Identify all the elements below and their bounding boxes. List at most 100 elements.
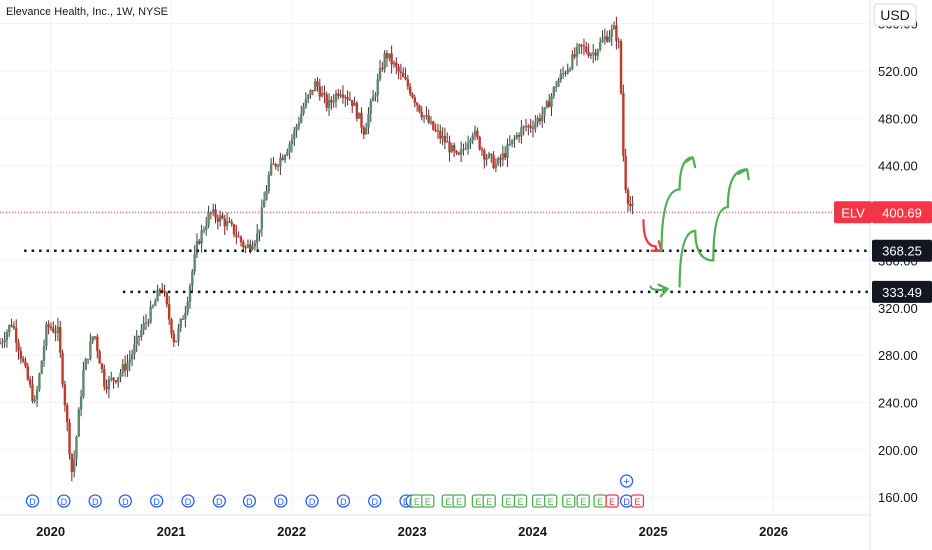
candle-body <box>381 68 384 70</box>
candle-body <box>91 336 94 342</box>
candle-body <box>304 98 308 107</box>
candle-body <box>19 350 23 359</box>
candle-body <box>346 97 349 100</box>
event-marker-label: E <box>425 497 431 507</box>
last-price-label: 400.69 <box>882 205 922 220</box>
arrow-head <box>737 168 750 181</box>
y-tick-label: 440.00 <box>878 159 918 174</box>
candle-body <box>592 52 595 55</box>
candle-body <box>552 86 556 96</box>
candle-body <box>568 68 572 70</box>
candle-body <box>214 209 217 218</box>
candle-body <box>262 200 266 208</box>
dividend-marker <box>149 494 164 508</box>
candle-body <box>77 409 80 437</box>
candle-body <box>399 71 403 73</box>
candle-body <box>575 47 579 57</box>
candle-body <box>79 396 83 410</box>
candle-body <box>478 136 481 150</box>
candle-body <box>497 158 500 165</box>
event-marker-label: E <box>609 497 615 507</box>
candle-body <box>181 318 185 320</box>
event-marker-label: D <box>153 497 160 507</box>
event-marker-label: D <box>216 497 223 507</box>
candle-body <box>128 359 131 363</box>
candle-body <box>351 99 354 106</box>
annotation-arrow <box>642 219 663 253</box>
candle-body <box>137 336 141 338</box>
candle-body <box>383 53 386 70</box>
candle-body <box>195 240 199 255</box>
candle-body <box>147 322 150 324</box>
event-marker-label: D <box>340 497 347 507</box>
dividend-marker <box>88 494 102 508</box>
candle-body <box>1 342 4 344</box>
candle-body <box>550 95 553 108</box>
arrow-head <box>683 156 697 169</box>
event-marker-label: E <box>580 497 586 507</box>
candle-body <box>462 148 465 150</box>
candle-body <box>216 217 220 222</box>
candle-body <box>615 25 618 42</box>
candle-body <box>610 29 613 37</box>
candle-body <box>42 346 46 361</box>
candle-body <box>28 379 32 385</box>
event-marker-label: D <box>92 497 99 507</box>
candle-body <box>269 163 273 175</box>
candle-body <box>327 99 331 108</box>
candle-body <box>198 240 201 244</box>
candle-body <box>253 242 257 247</box>
earnings-marker <box>421 494 435 508</box>
candle-body <box>306 94 310 99</box>
candle-body <box>186 301 189 313</box>
candle-body <box>408 86 412 94</box>
candle-body <box>594 52 597 56</box>
support-price-tag <box>872 280 932 303</box>
candle-body <box>84 359 87 370</box>
candle-body <box>522 126 525 128</box>
candle-body <box>517 135 521 137</box>
candle-body <box>448 141 451 153</box>
candle-body <box>72 458 76 472</box>
candle-body <box>631 203 634 206</box>
dividend-marker <box>242 494 257 508</box>
candle-body <box>256 233 259 243</box>
candle-body <box>587 51 590 56</box>
candle-body <box>193 254 196 272</box>
candle-body <box>332 101 335 103</box>
candle-body <box>15 328 18 343</box>
candle-body <box>561 72 565 74</box>
candle-body <box>170 319 173 334</box>
candle-body <box>267 174 271 191</box>
event-marker-label: D <box>61 497 68 507</box>
candle-body <box>605 36 609 42</box>
candle-body <box>508 143 512 145</box>
candle-body <box>487 153 491 158</box>
candle-body <box>272 163 275 165</box>
candle-body <box>45 324 48 347</box>
candle-body <box>133 344 136 355</box>
candle-body <box>434 129 437 131</box>
candle-body <box>258 229 261 234</box>
currency-label: USD <box>880 7 910 23</box>
candle-body <box>362 127 366 135</box>
dividend-marker <box>57 494 71 508</box>
candle-body <box>293 130 296 140</box>
y-tick-label: 160.00 <box>878 490 918 505</box>
candle-body <box>473 130 477 136</box>
event-marker-label: E <box>445 497 451 507</box>
candle-body <box>536 117 539 123</box>
candle-body <box>96 336 99 352</box>
candle-body <box>142 323 145 331</box>
candle-body <box>207 212 210 226</box>
news-marker-label: + <box>623 476 629 488</box>
candle-body <box>318 86 321 97</box>
candle-body <box>402 72 405 78</box>
candle-body <box>348 99 352 101</box>
candle-body <box>420 111 423 118</box>
earnings-marker <box>482 494 496 508</box>
candle-body <box>557 80 560 87</box>
candle-body <box>601 39 604 43</box>
candle-body <box>596 49 600 56</box>
